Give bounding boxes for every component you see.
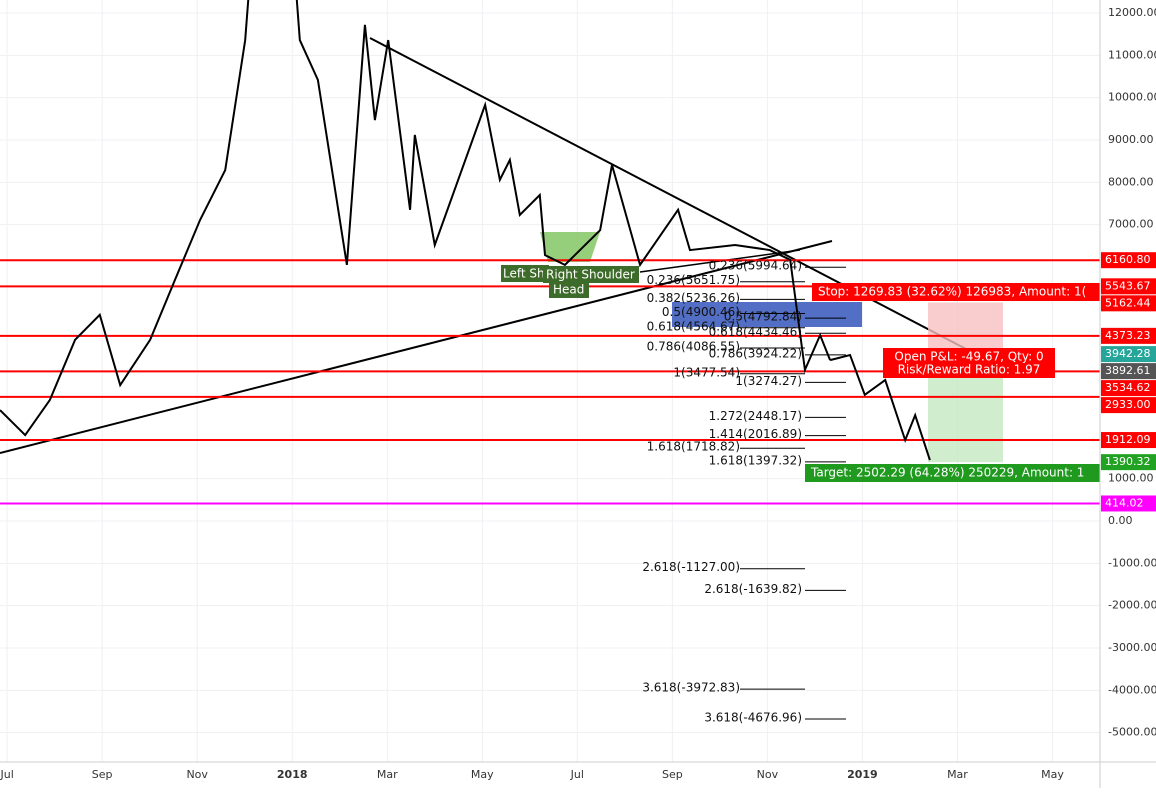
fib-label: 0.236(5651.75) — [647, 273, 740, 287]
x-tick-label: May — [471, 768, 494, 781]
x-tick-label: Mar — [377, 768, 398, 781]
x-tick-label: Mar — [947, 768, 968, 781]
price-tag-label: 1912.09 — [1105, 433, 1151, 446]
x-tick-label: Nov — [186, 768, 208, 781]
price-tag-label: 5543.67 — [1105, 279, 1151, 292]
fib-label: 0.5(4792.84) — [724, 310, 802, 324]
ratio-label: Risk/Reward Ratio: 1.97 — [898, 363, 1041, 377]
pattern-label: Left Sh — [503, 267, 545, 281]
price-tag — [1101, 363, 1156, 380]
fib-label: 2.618(-1127.00) — [642, 560, 740, 574]
label-box — [501, 265, 549, 282]
y-tick-label: 8000.00 — [1108, 175, 1154, 188]
price-tag-label: 5162.44 — [1105, 296, 1151, 309]
price-tag — [1101, 295, 1156, 312]
price-tag — [1101, 346, 1156, 363]
fib-label: 1.272(2448.17) — [709, 409, 802, 423]
fib-label: 0.618(4564.67) — [647, 319, 740, 333]
x-tick-label: 2019 — [847, 768, 878, 781]
x-tick-label: Nov — [757, 768, 779, 781]
fib-label: 0.786(4086.55) — [647, 339, 740, 353]
fib-label: 3.618(-3972.83) — [642, 681, 740, 695]
fib-zone — [672, 302, 862, 327]
fib-label: 3.618(-4676.96) — [704, 710, 802, 724]
y-tick-label: -3000.00 — [1108, 641, 1156, 654]
price-tag — [1101, 380, 1156, 397]
price-tag-label: 6160.80 — [1105, 253, 1151, 266]
fib-label: 1(3477.54) — [673, 365, 740, 379]
x-tick-label: Sep — [662, 768, 683, 781]
price-tag — [1101, 495, 1156, 512]
y-tick-label: -4000.00 — [1108, 683, 1156, 696]
x-tick-label: May — [1041, 768, 1064, 781]
target-box — [805, 464, 1100, 482]
y-tick-label: -2000.00 — [1108, 599, 1156, 612]
target-label: Target: 2502.29 (64.28%) 250229, Amount:… — [810, 466, 1084, 480]
pnl-label: Open P&L: -49.67, Qty: 0 — [894, 350, 1043, 364]
fib-label: 0.786(3924.22) — [709, 346, 802, 360]
trend-line — [0, 240, 833, 454]
price-tag — [1101, 278, 1156, 295]
pattern-shape — [540, 232, 600, 262]
y-tick-label: 9000.00 — [1108, 133, 1154, 146]
price-tag-label: 3534.62 — [1105, 381, 1151, 394]
fib-label: 1.618(1397.32) — [709, 453, 802, 467]
y-tick-label: 12000.00 — [1108, 6, 1156, 19]
y-tick-label: 1000.00 — [1108, 472, 1154, 485]
label-box — [549, 281, 589, 298]
fib-label: 2.618(-1639.82) — [704, 582, 802, 596]
price-line — [829, 353, 931, 461]
price-tag-label: 414.02 — [1105, 496, 1144, 509]
x-tick-label: 2018 — [277, 768, 308, 781]
price-tag — [1101, 454, 1156, 471]
price-tag-label: 3942.28 — [1105, 347, 1151, 360]
pattern-label: Right Shoulder — [546, 268, 635, 282]
y-tick-label: 0.00 — [1108, 514, 1133, 527]
y-tick-label: -1000.00 — [1108, 556, 1156, 569]
fib-label: 1(3274.27) — [735, 374, 802, 388]
price-line — [0, 0, 832, 437]
fib-label: 0.236(5994.64) — [709, 259, 802, 273]
fib-label: 1.414(2016.89) — [709, 427, 802, 441]
x-tick-label: Sep — [92, 768, 113, 781]
stop-label: Stop: 1269.83 (32.62%) 126983, Amount: 1… — [818, 285, 1086, 299]
risk-zone — [928, 302, 1003, 357]
fib-label: 0.5(4900.46) — [662, 305, 740, 319]
price-tag — [1101, 432, 1156, 449]
y-tick-label: 10000.00 — [1108, 91, 1156, 104]
fib-label: 0.382(5236.26) — [647, 291, 740, 305]
y-tick-label: 7000.00 — [1108, 218, 1154, 231]
fib-label: 0.618(4434.46) — [709, 325, 802, 339]
price-tag — [1101, 397, 1156, 414]
price-tag-label: 4373.23 — [1105, 329, 1151, 342]
label-box — [543, 266, 639, 283]
y-tick-label: -5000.00 — [1108, 726, 1156, 739]
fib-label: 1.618(1718.82) — [647, 440, 740, 454]
price-tag-label: 1390.32 — [1105, 455, 1151, 468]
x-tick-label: Jul — [570, 768, 584, 781]
x-tick-label: Jul — [0, 768, 14, 781]
pnl-box — [883, 348, 1055, 378]
price-tag — [1101, 327, 1156, 344]
price-tag — [1101, 252, 1156, 269]
stop-box — [812, 283, 1100, 301]
pattern-label: Head — [553, 283, 584, 297]
y-tick-label: 11000.00 — [1108, 48, 1156, 61]
price-tag-label: 2933.00 — [1105, 398, 1151, 411]
price-tag-label: 3892.61 — [1105, 364, 1151, 377]
